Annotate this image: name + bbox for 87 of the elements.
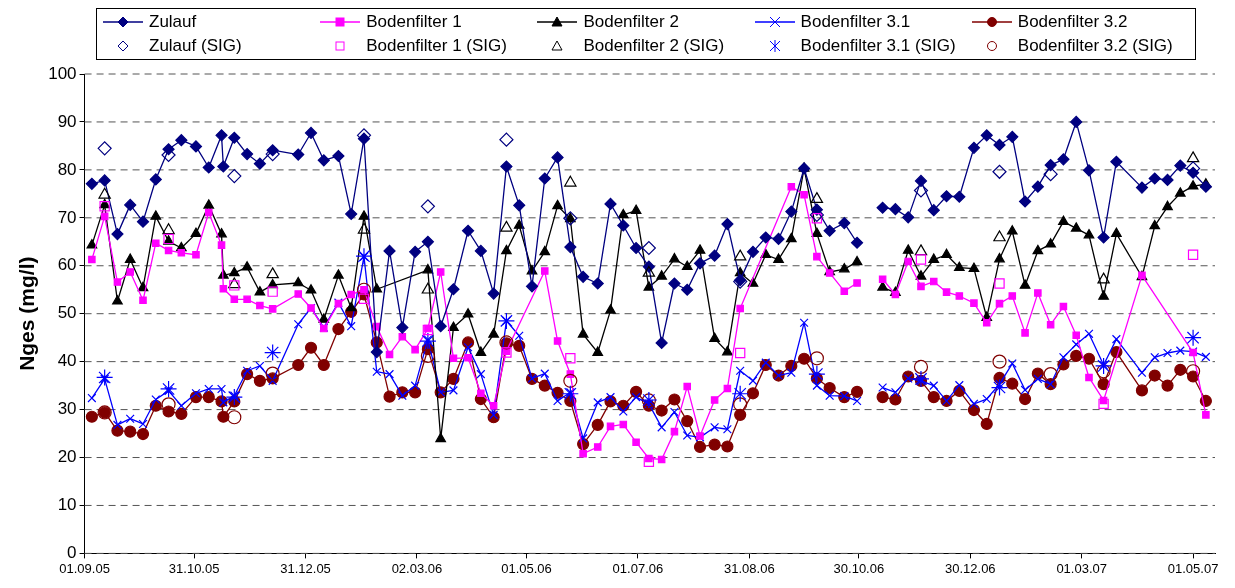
point <box>992 354 1007 369</box>
point <box>811 213 823 224</box>
legend-label: Bodenfilter 3.1 <box>800 12 911 32</box>
point <box>227 169 242 184</box>
point <box>419 332 437 350</box>
x-tick-label: 30.12.06 <box>944 560 996 576</box>
point <box>1043 167 1058 182</box>
x-tick-label: 01.05.07 <box>1167 560 1219 576</box>
legend-label: Bodenfilter 3.1 (SIG) <box>800 36 956 56</box>
point <box>990 378 1009 397</box>
point <box>565 353 576 364</box>
point <box>642 265 656 277</box>
point <box>500 220 513 232</box>
y-tick-label: 0 <box>67 543 77 563</box>
point <box>913 359 929 375</box>
point <box>159 380 178 398</box>
point <box>734 347 746 359</box>
point <box>1184 329 1202 347</box>
point <box>225 388 243 406</box>
point <box>227 410 242 425</box>
y-tick-label: 100 <box>48 63 77 83</box>
x-tick-label: 02.03.06 <box>391 560 443 576</box>
point <box>98 187 111 199</box>
point <box>1095 357 1113 375</box>
point <box>1187 249 1199 260</box>
point <box>564 175 577 187</box>
point <box>561 385 579 403</box>
point <box>643 456 655 468</box>
point <box>420 199 435 214</box>
x-tick-label: 31.08.06 <box>724 560 775 576</box>
point <box>267 286 278 297</box>
point <box>1098 398 1109 410</box>
point <box>993 230 1006 242</box>
x-tick-label: 31.10.05 <box>168 560 220 576</box>
y-tick-label: 40 <box>57 351 77 371</box>
point <box>913 183 929 198</box>
point <box>97 141 112 156</box>
legend-label: Bodenfilter 1 <box>366 12 462 32</box>
x-tick-label: 31.12.05 <box>280 560 331 576</box>
point <box>1097 272 1110 284</box>
point <box>499 132 514 147</box>
point <box>731 385 749 403</box>
point <box>266 267 279 279</box>
point <box>1186 151 1200 163</box>
point <box>162 223 175 235</box>
point <box>994 278 1005 289</box>
point <box>421 282 435 294</box>
point <box>733 397 748 412</box>
y-tick-label: 10 <box>57 495 77 515</box>
legend-label: Bodenfilter 3.2 <box>1017 12 1128 32</box>
point <box>1043 367 1058 382</box>
point <box>733 249 747 261</box>
x-tick-label: 01.03.07 <box>1056 560 1107 576</box>
point <box>1185 364 1201 379</box>
legend-label: Bodenfilter 2 (SIG) <box>583 36 725 56</box>
y-tick-label: 80 <box>57 159 77 179</box>
x-tick-label: 01.05.06 <box>501 560 552 576</box>
point <box>915 254 927 265</box>
point <box>96 368 114 387</box>
point <box>357 222 371 234</box>
point <box>641 240 656 256</box>
y-tick-label: 70 <box>57 207 77 227</box>
x-tick-label: 01.07.06 <box>612 560 664 576</box>
point <box>810 192 824 203</box>
point <box>420 348 435 363</box>
legend-label: Zulauf <box>149 12 197 32</box>
legend-label: Bodenfilter 1 (SIG) <box>366 36 507 56</box>
y-tick-label: 20 <box>57 447 77 467</box>
y-tick-label: 50 <box>57 303 77 323</box>
x-tick-label: 01.09.05 <box>59 560 110 576</box>
y-tick-label: 30 <box>57 399 77 419</box>
point <box>265 366 280 381</box>
point <box>358 293 370 305</box>
y-tick-label: 90 <box>57 111 77 131</box>
point <box>264 343 282 362</box>
point <box>912 370 930 388</box>
y-tick-label: 60 <box>57 255 77 275</box>
point <box>992 164 1007 179</box>
point <box>356 282 372 297</box>
legend-label: Bodenfilter 2 <box>583 12 679 32</box>
legend-label: Bodenfilter 3.2 (SIG) <box>1017 36 1173 56</box>
y-axis-title: Nges (mg/l) <box>15 256 39 371</box>
legend-label: Zulauf (SIG) <box>149 36 242 56</box>
point <box>809 351 824 366</box>
point <box>355 247 373 265</box>
point <box>563 373 578 388</box>
x-tick-label: 30.10.06 <box>833 560 885 576</box>
